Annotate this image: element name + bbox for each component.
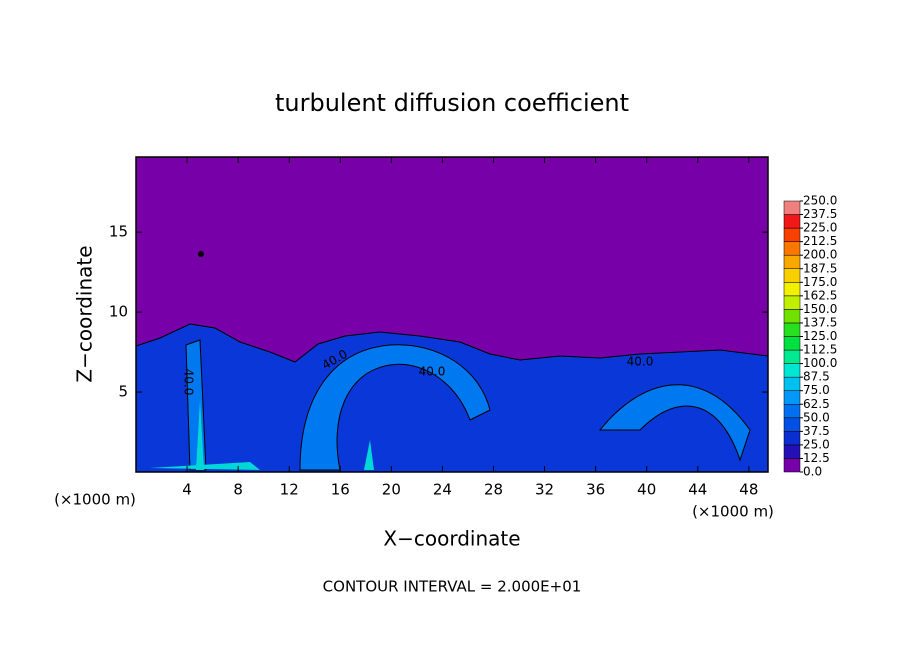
colorbar-swatch [783,282,801,297]
x-tick-label: 24 [433,481,452,499]
x-unit: (×1000 m) [54,491,136,509]
colorbar-label: 162.5 [803,288,837,302]
colorbar-swatch [783,349,801,364]
colorbar-label: 175.0 [803,275,837,289]
colorbar-swatch [783,417,801,432]
colorbar-label: 37.5 [803,424,830,438]
colorbar-label: 62.5 [803,397,830,411]
colorbar-swatch [783,363,801,378]
colorbar-label: 25.0 [803,437,830,451]
colorbar-swatch [783,336,801,351]
colorbar-swatch [783,241,801,256]
y-axis-label: Z−coordinate [73,245,97,382]
colorbar-swatch [783,268,801,283]
x-tick-label: 12 [280,481,299,499]
colorbar-label: 12.5 [803,451,830,465]
turbulent-streak [185,339,751,471]
colorbar-label: 225.0 [803,221,837,235]
colorbar-label: 87.5 [803,370,830,384]
colorbar-swatch [783,309,801,324]
colorbar-swatch [783,295,801,310]
note: CONTOUR INTERVAL = 2.000E+01 [323,578,582,596]
colorbar-swatch [783,404,801,419]
colorbar-label: 50.0 [803,410,830,424]
chart-title: turbulent diffusion coefficient [275,89,629,117]
y-tick-label: 10 [109,303,128,321]
colorbar-label: 250.0 [803,194,837,208]
plot-area [135,156,769,473]
colorbar-swatch [783,214,801,229]
x-tick-label: 28 [484,481,503,499]
colorbar-label: 237.5 [803,207,837,221]
colorbar-swatch [783,444,801,459]
colorbar-label: 150.0 [803,302,837,316]
colorbar-label: 125.0 [803,329,837,343]
colorbar-label: 0.0 [803,465,822,479]
colorbar-swatch [783,200,801,215]
colorbar-swatch [783,322,801,337]
colorbar-label: 112.5 [803,343,837,357]
colorbar-swatch [783,376,801,391]
x-tick-label: 48 [739,481,758,499]
y-tick-label: 15 [109,223,128,241]
x-tick-label: 36 [586,481,605,499]
colorbar-swatch [783,227,801,242]
plot-frame [135,156,769,473]
colorbar-swatch [783,254,801,269]
x-tick-label: 8 [233,481,243,499]
x-unit: (×1000 m) [692,503,774,521]
colorbar-swatch [783,431,801,446]
contour-label: 40.0 [419,365,446,379]
colorbar-label: 200.0 [803,248,837,262]
colorbar-label: 212.5 [803,234,837,248]
colorbar-label: 137.5 [803,315,837,329]
x-tick-label: 44 [688,481,707,499]
contour-label: 40.0 [627,355,654,369]
contour-label: 40.0 [182,369,196,396]
x-tick-label: 32 [535,481,554,499]
turbulent-region [135,323,769,473]
x-tick-label: 4 [182,481,192,499]
x-tick-label: 16 [331,481,350,499]
colorbar-label: 75.0 [803,383,830,397]
contour-dot [198,251,204,257]
colorbar-label: 100.0 [803,356,837,370]
colorbar-swatch [783,458,801,473]
y-tick-label: 5 [118,383,128,401]
colorbar-swatch [783,390,801,405]
colorbar-label: 187.5 [803,261,837,275]
x-tick-label: 40 [637,481,656,499]
x-axis-label: X−coordinate [383,527,520,551]
x-tick-label: 20 [382,481,401,499]
